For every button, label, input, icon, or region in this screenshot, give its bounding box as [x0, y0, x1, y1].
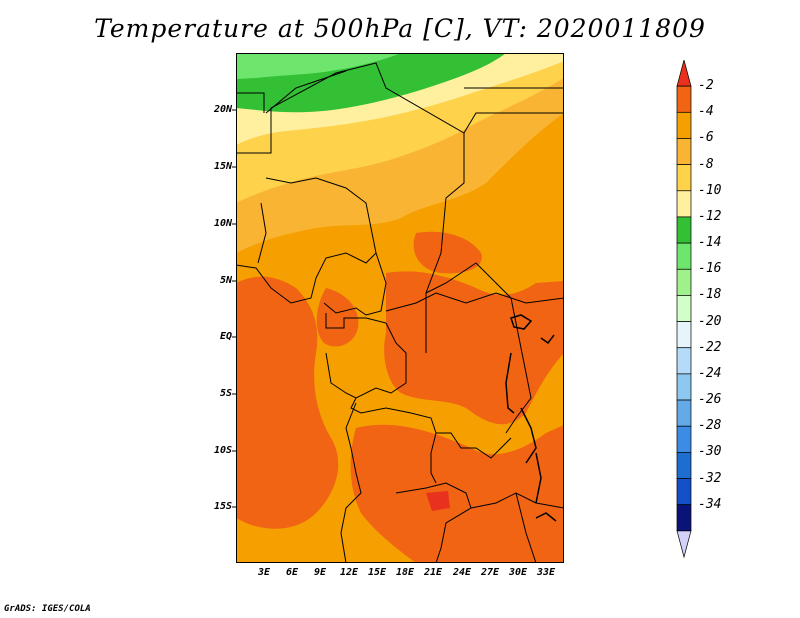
colorbar-swatch-9: [676, 295, 692, 322]
colorbar-swatch-11: [676, 347, 692, 375]
country-borders: [236, 62, 564, 563]
x-label-3e: 3E: [257, 567, 271, 578]
x-label-24e: 24E: [452, 567, 472, 578]
colorbar-label: -8: [698, 156, 714, 172]
colorbar-swatch-10: [676, 321, 692, 349]
colorbar-label: -2: [698, 78, 714, 94]
colorbar-label: -30: [698, 444, 722, 460]
colorbar: [676, 60, 692, 559]
y-label-10n: 10N: [213, 218, 232, 229]
colorbar-swatch-8: [676, 268, 692, 296]
colorbar-swatch-3: [676, 138, 692, 165]
map-title: Temperature at 500hPa [C], VT: 202001180…: [94, 14, 706, 43]
colorbar-label: -4: [698, 104, 714, 120]
y-label-10s: 10S: [213, 445, 232, 456]
colorbar-label: -32: [698, 470, 722, 486]
y-label-eq: EQ: [219, 331, 232, 342]
x-label-15e: 15E: [367, 567, 387, 578]
colorbar-swatch-6: [676, 216, 692, 244]
band-minus2-core: [426, 491, 450, 511]
colorbar-swatch-5: [676, 190, 692, 218]
band-minus14: [236, 53, 401, 79]
x-label-27e: 27E: [480, 567, 500, 578]
map-frame: [236, 53, 564, 563]
colorbar-swatch-4: [676, 164, 692, 192]
colorbar-swatch-14: [676, 425, 692, 453]
colorbar-label: -14: [698, 235, 722, 251]
y-label-20n: 20N: [213, 104, 232, 115]
colorbar-swatch-17: [676, 504, 692, 532]
y-label-15n: 15N: [213, 161, 232, 172]
colorbar-label: -10: [698, 182, 722, 198]
x-label-6e: 6E: [285, 567, 299, 578]
y-label-5s: 5S: [219, 388, 232, 399]
x-label-9e: 9E: [313, 567, 327, 578]
colorbar-label: -34: [698, 496, 722, 512]
colorbar-label: -28: [698, 418, 722, 434]
colorbar-label: -24: [698, 365, 722, 381]
colorbar-swatch-0: [676, 60, 692, 87]
y-label-5n: 5N: [219, 275, 232, 286]
y-ticks: [232, 109, 236, 508]
credit-text: GrADS: IGES/COLA: [4, 604, 91, 614]
colorbar-swatch-16: [676, 478, 692, 506]
colorbar-label: -6: [698, 130, 714, 146]
temperature-map: [236, 53, 564, 563]
x-label-30e: 30E: [508, 567, 528, 578]
lakes: [505, 314, 557, 522]
colorbar-swatch-15: [676, 452, 692, 479]
colorbar-label: -18: [698, 287, 722, 303]
colorbar-label: -20: [698, 313, 722, 329]
x-label-33e: 33E: [536, 567, 556, 578]
y-label-15s: 15S: [213, 501, 232, 512]
colorbar-swatch-13: [676, 399, 692, 427]
colorbar-swatch-2: [676, 111, 692, 139]
colorbar-swatch-12: [676, 373, 692, 401]
x-label-21e: 21E: [423, 567, 443, 578]
colorbar-label: -22: [698, 339, 722, 355]
band-minus2: [236, 231, 564, 563]
colorbar-label: -12: [698, 208, 722, 224]
x-label-18e: 18E: [395, 567, 415, 578]
colorbar-label: -26: [698, 392, 722, 408]
colorbar-swatch-1: [676, 85, 692, 113]
colorbar-label: -16: [698, 261, 722, 277]
x-label-12e: 12E: [339, 567, 359, 578]
colorbar-swatch-7: [676, 242, 692, 270]
colorbar-swatch-18: [676, 530, 692, 559]
